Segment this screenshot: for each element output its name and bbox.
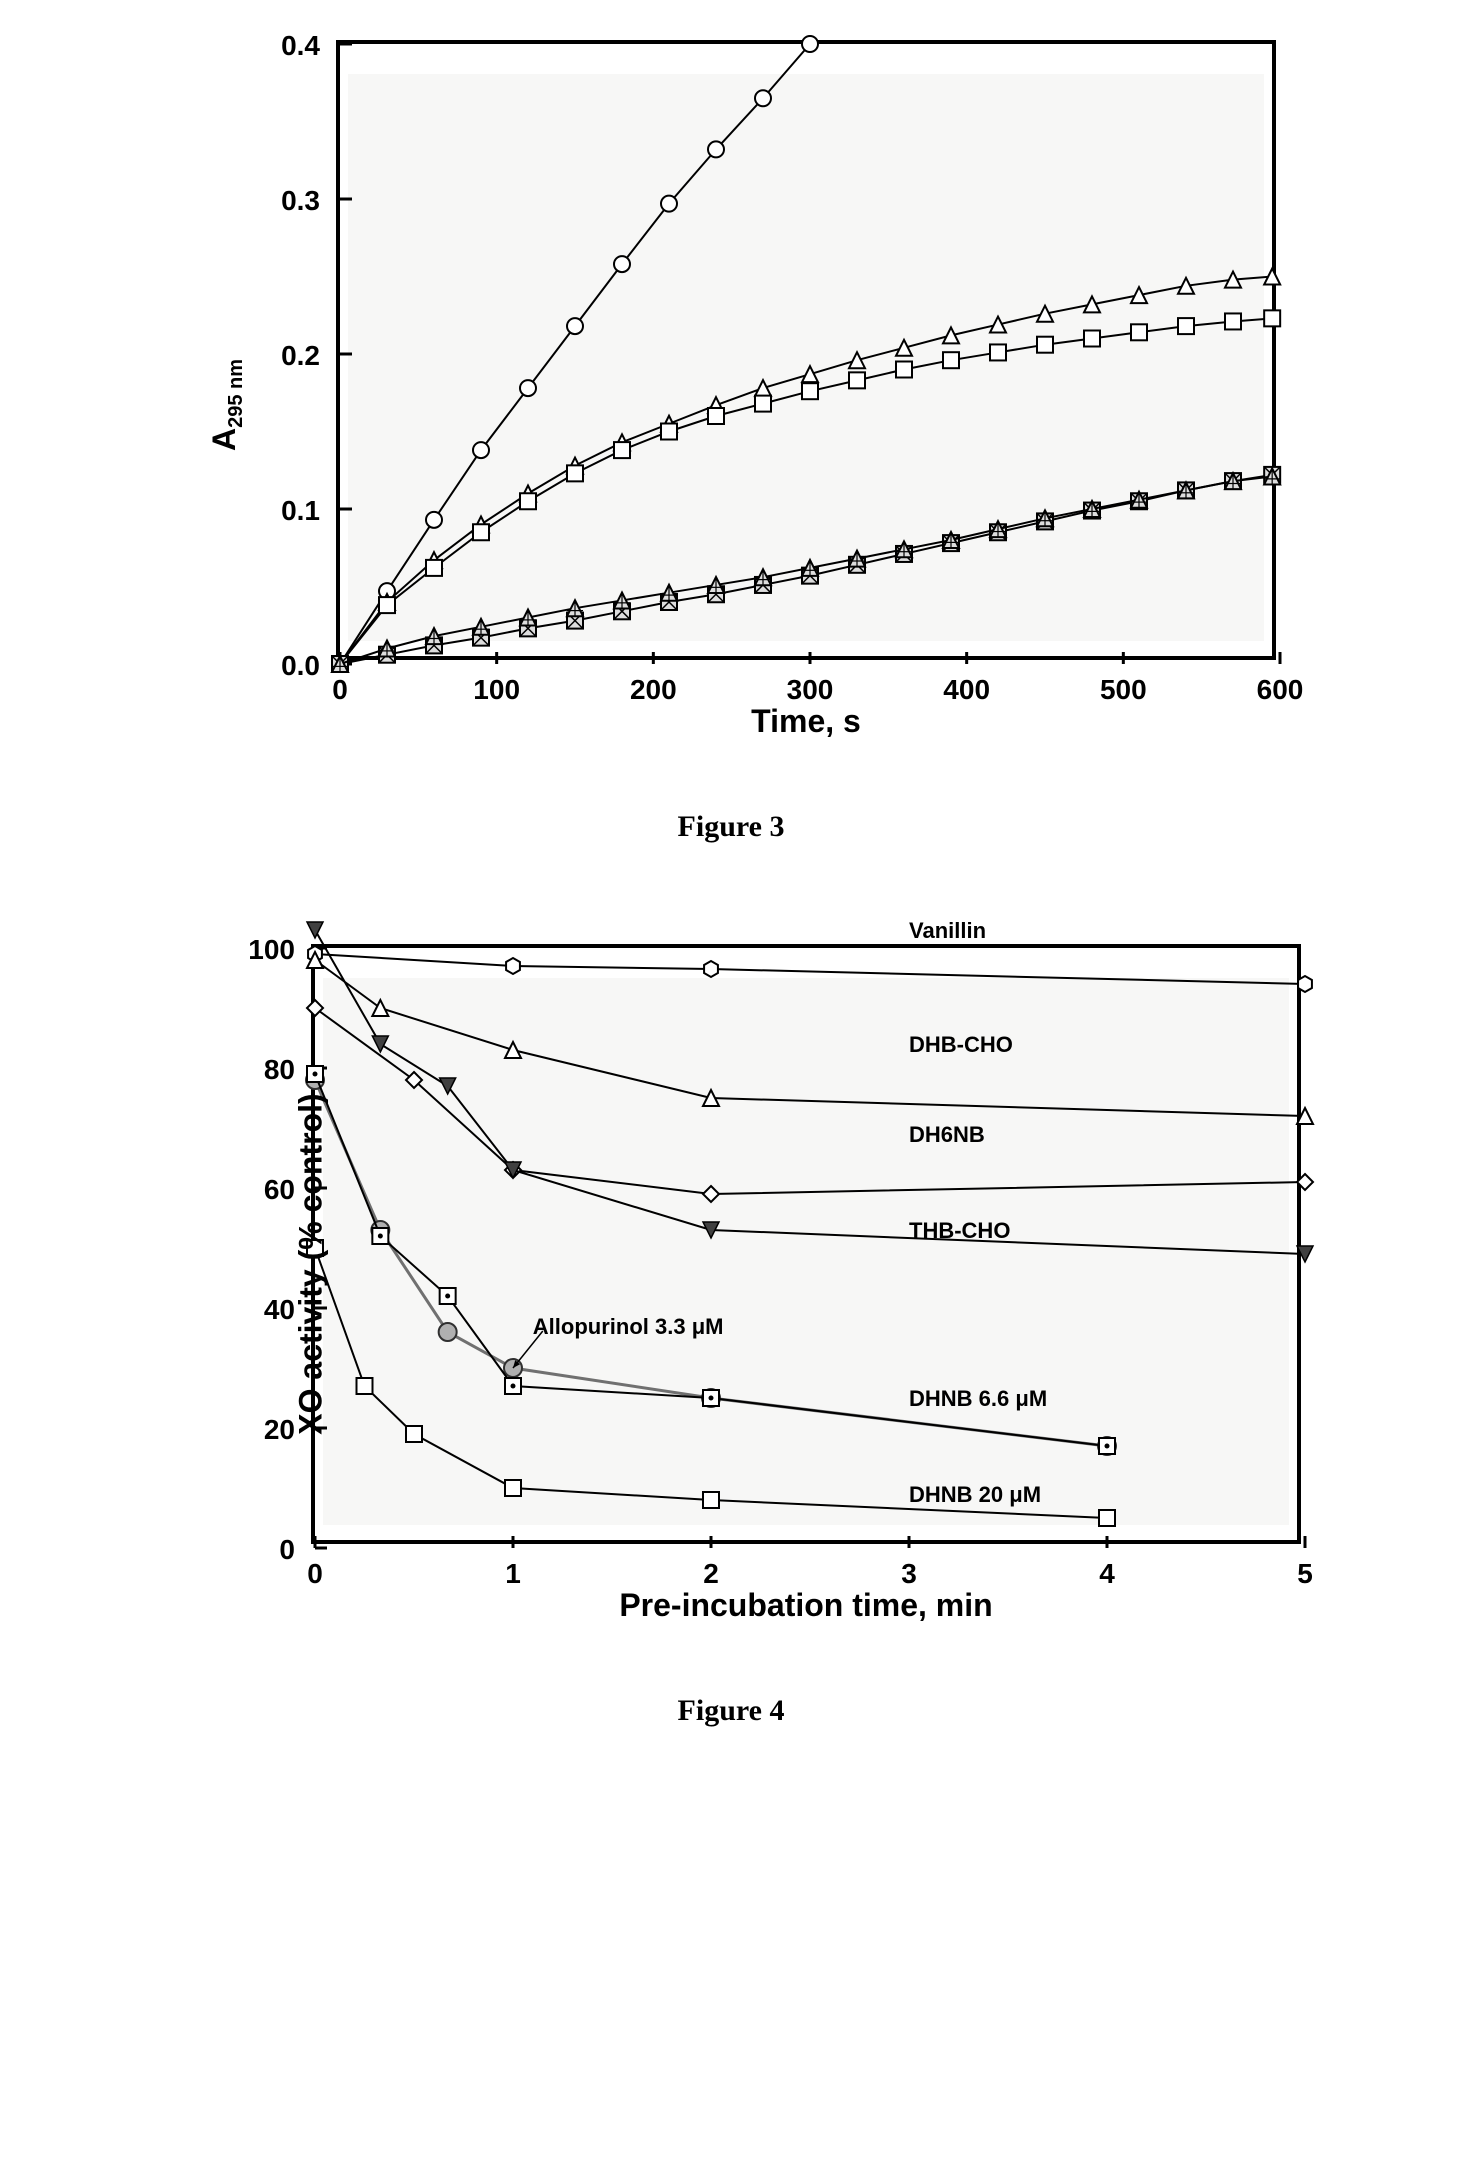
chart-4-xlabel: Pre-incubation time, min: [161, 1587, 1301, 1624]
y-tick-label: 0.4: [281, 30, 320, 62]
x-tick-label: 0: [315, 674, 365, 706]
x-tick-label: 400: [942, 674, 992, 706]
chart-3-xlabel: Time, s: [186, 703, 1276, 740]
y-tick-label: 0.3: [281, 185, 320, 217]
x-tick-label: 100: [472, 674, 522, 706]
y-tick-label: 0.0: [281, 650, 320, 682]
chart-3-box: 01002003004005006000.00.10.20.30.4: [336, 40, 1276, 660]
x-tick-label: 500: [1098, 674, 1148, 706]
ylabel-main: A: [206, 428, 242, 451]
series-label-DH6NB: DH6NB: [909, 1122, 985, 1148]
series-label-Vanillin: Vanillin: [909, 918, 986, 944]
figure-3-caption: Figure 3: [678, 810, 785, 844]
y-tick-label: 40: [264, 1294, 295, 1326]
series-label-Allopurinol: Allopurinol 3.3 μM: [533, 1314, 724, 1340]
x-tick-label: 300: [785, 674, 835, 706]
y-tick-label: 100: [248, 934, 295, 966]
y-tick-label: 80: [264, 1054, 295, 1086]
series-label-THB-CHO: THB-CHO: [909, 1218, 1010, 1244]
chart-3-ylabel: A295 nm: [206, 359, 248, 451]
series-label-DHNB-20: DHNB 20 μM: [909, 1482, 1041, 1508]
y-tick-label: 0: [279, 1534, 295, 1566]
x-tick-label: 5: [1280, 1558, 1330, 1590]
y-tick-label: 20: [264, 1414, 295, 1446]
x-tick-label: 2: [686, 1558, 736, 1590]
ylabel-sub: 295 nm: [225, 359, 247, 428]
y-tick-label: 0.1: [281, 495, 320, 527]
x-tick-label: 3: [884, 1558, 934, 1590]
figure-4-caption: Figure 4: [678, 1694, 785, 1728]
series-label-DHNB-6.6: DHNB 6.6 μM: [909, 1386, 1047, 1412]
figure-4: 012345020406080100VanillinDHB-CHODH6NBTH…: [20, 944, 1442, 1728]
y-tick-label: 60: [264, 1174, 295, 1206]
x-tick-label: 1: [488, 1558, 538, 1590]
y-tick-label: 0.2: [281, 340, 320, 372]
chart-4-box: 012345020406080100VanillinDHB-CHODH6NBTH…: [311, 944, 1301, 1544]
chart-4-ylabel: XO activity (% control): [293, 1064, 330, 1464]
x-tick-label: 600: [1255, 674, 1305, 706]
series-label-DHB-CHO: DHB-CHO: [909, 1032, 1013, 1058]
x-tick-label: 4: [1082, 1558, 1132, 1590]
x-tick-label: 0: [290, 1558, 340, 1590]
figure-3: 01002003004005006000.00.10.20.30.4 A295 …: [20, 40, 1442, 844]
x-tick-label: 200: [628, 674, 678, 706]
